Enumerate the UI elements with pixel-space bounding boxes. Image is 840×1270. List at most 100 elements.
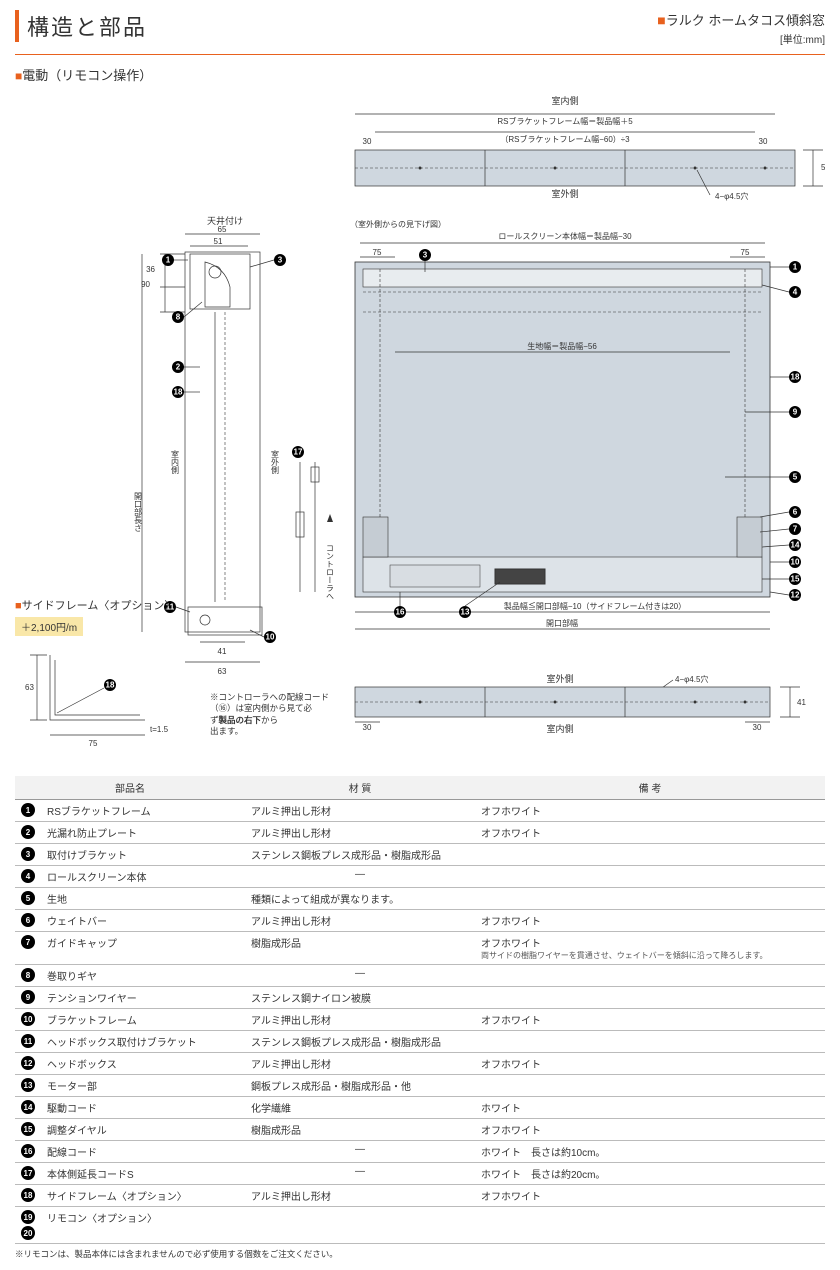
table-row: 7ガイドキャップ樹脂成形品オフホワイト両サイドの樹脂ワイヤーを貫通させ、ウェイト…: [15, 932, 825, 965]
part-material: 種類によって組成が異なります。: [245, 888, 475, 910]
dim-30-l: 30: [363, 137, 372, 146]
part-name: モーター部: [41, 1075, 245, 1097]
part-number-badge: 14: [21, 1100, 35, 1114]
part-material: 化学繊維: [245, 1097, 475, 1119]
part-number-badge: 20: [21, 1226, 35, 1240]
dim-51s: 51: [214, 237, 223, 246]
opt-t: t=1.5: [150, 725, 169, 734]
remote-footnote: ※リモコンは、製品本体には含まれませんので必ず使用する個数をご注文ください。: [15, 1248, 825, 1260]
table-row: 15調整ダイヤル樹脂成形品オフホワイト: [15, 1119, 825, 1141]
callout-18o: 18: [57, 679, 116, 713]
dim-36: 36: [146, 265, 155, 274]
table-row: 11 ヘッドボックス取付けブラケットステンレス鋼板プレス成形品・樹脂成形品: [15, 1031, 825, 1053]
svg-text:7: 7: [793, 525, 798, 534]
top-rail-drawing: 室内側 RSブラケットフレーム幅＝製品幅＋5 （RSブラケットフレーム幅−60）…: [335, 92, 825, 202]
part-remark: [475, 866, 825, 888]
callout-1f: 1: [770, 261, 801, 273]
table-row: 6ウェイトバーアルミ押出し形材オフホワイト: [15, 910, 825, 932]
part-remark: オフホワイト: [475, 1185, 825, 1207]
part-remark: オフホワイト: [475, 822, 825, 844]
part-number-badge: 16: [21, 1144, 35, 1158]
svg-text:9: 9: [793, 408, 798, 417]
dim-75l: 75: [373, 248, 382, 257]
top-formula2: （RSブラケットフレーム幅−60）÷3: [500, 134, 630, 144]
callout-1: 1: [162, 254, 188, 266]
part-number-badge: 9: [21, 990, 35, 1004]
part-material: ステンレス鋼板プレス成形品・樹脂成形品: [245, 1031, 475, 1053]
svg-text:10: 10: [791, 558, 800, 567]
svg-text:18: 18: [174, 388, 183, 397]
part-number-badge: 2: [21, 825, 35, 839]
part-material: 樹脂成形品: [245, 932, 475, 965]
svg-text:17: 17: [294, 448, 303, 457]
svg-text:3: 3: [278, 256, 283, 265]
br-label-bottom: 室内側: [546, 723, 573, 734]
part-material: [245, 1207, 475, 1244]
part-name: ウェイトバー: [41, 910, 245, 932]
part-material: アルミ押出し形材: [245, 1185, 475, 1207]
dim-30-r: 30: [759, 137, 768, 146]
part-material: 鋼板プレス成形品・樹脂成形品・他: [245, 1075, 475, 1097]
th-remarks: 備 考: [475, 776, 825, 800]
part-name: 光漏れ防止プレート: [41, 822, 245, 844]
part-remark: ホワイト 長さは約10cm。: [475, 1141, 825, 1163]
dim-90: 90: [141, 280, 150, 289]
dim-75r: 75: [741, 248, 750, 257]
svg-text:18: 18: [106, 681, 115, 690]
controller-note: ※コントローラへの配線コード（⑯）は室内側から見て必ず製品の右下から出ます。: [210, 692, 330, 738]
part-name: 駆動コード: [41, 1097, 245, 1119]
label-exterior: 室外側: [551, 188, 578, 199]
table-row: 17本体側延長コードS—ホワイト 長さは約20cm。: [15, 1163, 825, 1185]
table-row: 5生地種類によって組成が異なります。: [15, 888, 825, 910]
dim-65: 65: [218, 225, 227, 234]
table-row: 8 巻取りギヤ—: [15, 965, 825, 987]
side-frame-option: ■サイドフレーム〈オプション〉 ＋2,100円/m 63 75 t=1.5 18: [15, 597, 190, 753]
part-name: ガイドキャップ: [41, 932, 245, 965]
part-remark: オフホワイト: [475, 1009, 825, 1031]
unit-label: [単位:mm]: [657, 31, 825, 46]
part-name: テンションワイヤー: [41, 987, 245, 1009]
part-material: —: [245, 1141, 475, 1163]
option-title: ■サイドフレーム〈オプション〉: [15, 597, 190, 613]
part-remark: [475, 1031, 825, 1053]
part-name: 配線コード: [41, 1141, 245, 1163]
bottom-rail-drawing: 室外側 4−φ4.5穴 30 30 室内側 41: [345, 672, 825, 752]
part-remark: オフホワイト両サイドの樹脂ワイヤーを貫通させ、ウェイトバーを傾斜に沿って降ろしま…: [475, 932, 825, 965]
title-block: 構造と部品: [15, 10, 147, 42]
part-number-badge: 12: [21, 1056, 35, 1070]
callout-18f: 18: [770, 371, 801, 383]
opt-75: 75: [89, 739, 98, 748]
svg-text:8: 8: [176, 313, 181, 322]
part-name: 巻取りギヤ: [41, 965, 245, 987]
svg-text:12: 12: [791, 591, 800, 600]
part-number-badge: 1: [21, 803, 35, 817]
part-number-badge: 8: [21, 968, 35, 982]
diagram-area: 室内側 RSブラケットフレーム幅＝製品幅＋5 （RSブラケットフレーム幅−60）…: [15, 92, 825, 772]
part-name: 調整ダイヤル: [41, 1119, 245, 1141]
table-row: 9 テンションワイヤーステンレス鋼ナイロン被膜: [15, 987, 825, 1009]
part-name: RSブラケットフレーム: [41, 800, 245, 822]
part-number-badge: 13: [21, 1078, 35, 1092]
part-remark: [475, 888, 825, 910]
br-30r: 30: [753, 723, 762, 732]
callout-12: 12: [770, 589, 801, 601]
front-formula: ロールスクリーン本体幅＝製品幅−30: [498, 231, 632, 241]
part-number-badge: 11: [21, 1034, 35, 1048]
dim-41: 41: [218, 647, 227, 656]
svg-text:1: 1: [793, 263, 798, 272]
table-row: 14駆動コード化学繊維ホワイト: [15, 1097, 825, 1119]
title-underline: [15, 54, 825, 55]
callout-8: 8: [172, 302, 202, 323]
part-material: ステンレス鋼ナイロン被膜: [245, 987, 475, 1009]
part-material: —: [245, 965, 475, 987]
part-material: アルミ押出し形材: [245, 1053, 475, 1075]
table-row: 13 モーター部鋼板プレス成形品・樹脂成形品・他: [15, 1075, 825, 1097]
part-name: リモコン〈オプション〉: [41, 1207, 245, 1244]
part-number-badge: 4: [21, 869, 35, 883]
br-41: 41: [797, 698, 806, 707]
part-number-badge: 15: [21, 1122, 35, 1136]
part-name: ヘッドボックス取付けブラケット: [41, 1031, 245, 1053]
part-material: アルミ押出し形材: [245, 1009, 475, 1031]
table-row: 16 配線コード—ホワイト 長さは約10cm。: [15, 1141, 825, 1163]
part-remark: [475, 844, 825, 866]
